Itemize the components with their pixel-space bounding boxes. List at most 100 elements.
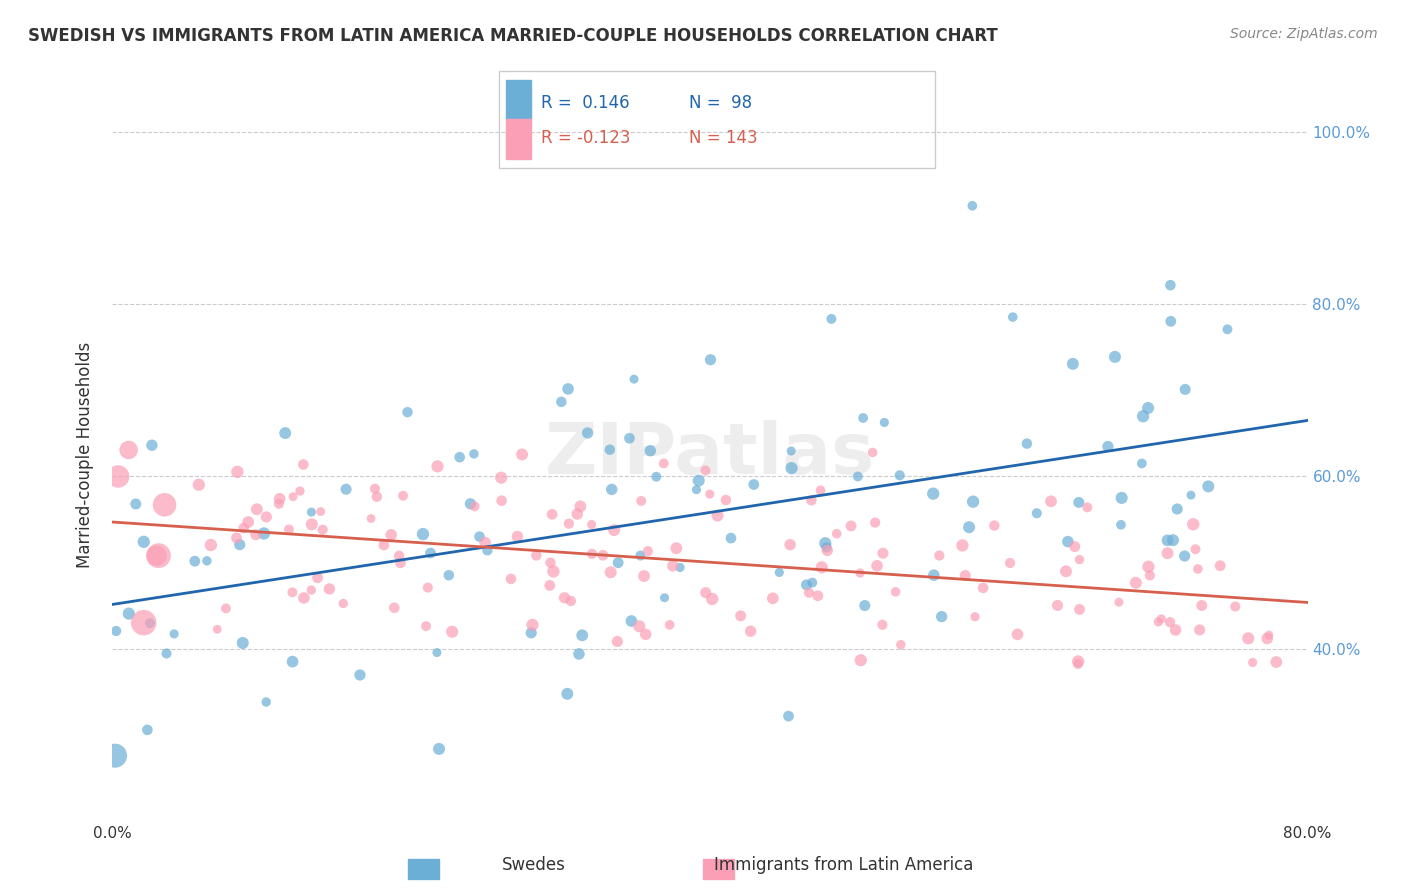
Point <box>117 442 139 457</box>
Point <box>277 523 299 537</box>
Point <box>820 312 842 326</box>
Point <box>540 556 562 570</box>
Point <box>645 469 668 483</box>
Text: N =  98: N = 98 <box>689 94 752 112</box>
Point <box>1067 495 1090 509</box>
Point <box>1256 632 1278 646</box>
Point <box>603 523 626 537</box>
Point <box>460 497 482 511</box>
Point <box>267 497 290 511</box>
Point <box>998 556 1021 570</box>
Point <box>474 535 496 549</box>
Point <box>662 558 685 573</box>
Point <box>1166 502 1188 516</box>
Point <box>229 538 252 552</box>
Point <box>1015 436 1038 450</box>
Text: SWEDISH VS IMMIGRANTS FROM LATIN AMERICA MARRIED-COUPLE HOUSEHOLDS CORRELATION C: SWEDISH VS IMMIGRANTS FROM LATIN AMERICA… <box>28 27 998 45</box>
Point <box>292 458 315 472</box>
Point <box>1164 623 1187 637</box>
Point <box>654 591 676 605</box>
Point <box>699 352 721 367</box>
Point <box>640 443 662 458</box>
Point <box>274 426 297 441</box>
Point <box>740 624 762 639</box>
Point <box>373 538 395 552</box>
Point <box>953 568 976 582</box>
Point <box>889 468 911 483</box>
Point <box>568 647 591 661</box>
Point <box>1174 383 1197 397</box>
Point <box>499 572 522 586</box>
Point <box>335 482 357 496</box>
Point <box>957 520 980 534</box>
Point <box>1132 409 1154 424</box>
Point <box>1069 552 1091 566</box>
Point <box>139 616 162 631</box>
Point <box>163 627 186 641</box>
Point <box>1187 562 1209 576</box>
Point <box>637 544 659 558</box>
Point <box>852 411 875 425</box>
Point <box>702 592 724 607</box>
Point <box>1184 542 1206 557</box>
Point <box>449 450 471 465</box>
Text: R = -0.123: R = -0.123 <box>541 129 631 147</box>
Point <box>1156 533 1178 548</box>
Point <box>780 461 803 475</box>
Point <box>389 556 412 570</box>
Point <box>1104 350 1126 364</box>
Point <box>600 483 623 497</box>
Point <box>366 490 388 504</box>
Point <box>569 500 592 514</box>
Point <box>1025 506 1047 520</box>
Point <box>607 556 630 570</box>
Point <box>952 538 974 552</box>
Point <box>1067 657 1090 671</box>
Point <box>825 526 848 541</box>
Point <box>1125 575 1147 590</box>
Point <box>301 517 323 532</box>
Text: Source: ZipAtlas.com: Source: ZipAtlas.com <box>1230 27 1378 41</box>
Point <box>132 534 155 549</box>
Point <box>136 723 159 737</box>
Point <box>652 457 675 471</box>
Point <box>619 431 641 445</box>
Point <box>1067 655 1090 669</box>
Point <box>1188 623 1211 637</box>
Point <box>184 554 207 568</box>
Point <box>215 601 238 615</box>
Point <box>553 591 575 605</box>
Point <box>669 560 692 574</box>
Point <box>468 530 491 544</box>
Point <box>543 565 565 579</box>
Point <box>105 624 128 638</box>
Point <box>1150 612 1173 626</box>
Point <box>1097 439 1119 453</box>
Point <box>281 585 304 599</box>
Point <box>630 494 652 508</box>
Point <box>238 515 260 529</box>
Point <box>1062 357 1084 371</box>
Point <box>862 445 884 459</box>
Point <box>1001 310 1024 324</box>
Point <box>388 549 411 563</box>
Point <box>281 490 304 504</box>
Point <box>118 607 141 621</box>
Point <box>810 560 832 574</box>
Point <box>558 516 581 531</box>
Point <box>412 527 434 541</box>
Point <box>1159 278 1181 293</box>
Point <box>685 483 707 497</box>
Point <box>441 624 464 639</box>
Point <box>665 541 688 556</box>
Point <box>1241 656 1264 670</box>
Point <box>307 571 329 585</box>
Point <box>658 618 681 632</box>
Text: N = 143: N = 143 <box>689 129 758 147</box>
Point <box>688 474 710 488</box>
Point <box>1054 564 1077 578</box>
Point <box>1159 615 1181 630</box>
Point <box>815 543 838 558</box>
Point <box>695 585 717 599</box>
Point <box>463 447 485 461</box>
